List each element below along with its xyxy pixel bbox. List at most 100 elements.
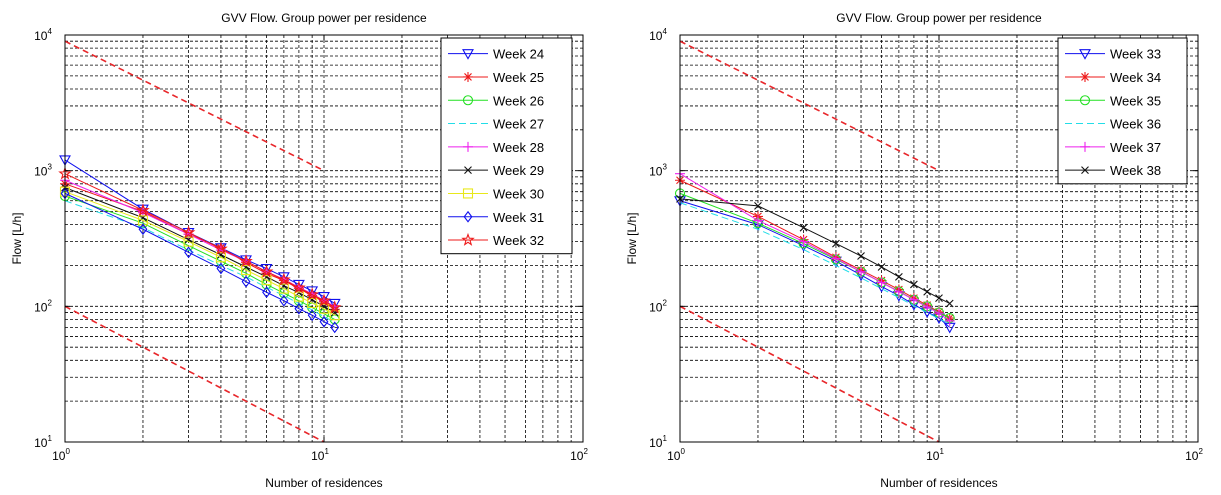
y-tick-label: 103 — [649, 163, 667, 179]
legend-entry: Week 25 — [448, 70, 544, 85]
legend-label: Week 33 — [1110, 47, 1161, 62]
data-point — [294, 302, 304, 315]
data-point — [876, 277, 887, 288]
legend-swatch-marker — [464, 166, 472, 175]
x-tick-label: 101 — [926, 447, 944, 463]
data-point — [262, 286, 271, 299]
legend-label: Week 37 — [1110, 140, 1161, 155]
y-tick-label: 103 — [34, 163, 52, 179]
legend-entry: Week 31 — [448, 210, 544, 225]
legend-label: Week 35 — [1110, 93, 1161, 108]
data-point — [894, 272, 903, 281]
legend-entry: Week 36 — [1065, 117, 1161, 132]
x-axis-label: Number of residences — [880, 476, 997, 490]
data-point — [215, 252, 226, 263]
y-tick-label: 102 — [649, 298, 667, 314]
legend-label: Week 30 — [493, 186, 544, 201]
x-tick-label: 101 — [311, 447, 329, 463]
data-point — [214, 241, 228, 255]
data-point — [293, 291, 304, 302]
legend-entry: Week 33 — [1065, 47, 1161, 62]
legend-label: Week 27 — [493, 117, 544, 132]
data-point — [259, 264, 274, 278]
series-week-27 — [64, 200, 335, 323]
legend-label: Week 29 — [493, 163, 544, 178]
legend-entry: Week 27 — [448, 117, 544, 132]
data-point — [908, 294, 919, 305]
data-point — [136, 203, 150, 217]
y-tick-label: 104 — [649, 27, 667, 43]
data-point — [328, 298, 341, 310]
x-axis-label: Number of residences — [265, 476, 382, 490]
legend-label: Week 31 — [493, 210, 544, 225]
data-point — [856, 266, 867, 277]
data-point — [307, 297, 318, 308]
data-point — [934, 308, 944, 319]
y-tick-label: 104 — [34, 27, 52, 43]
series-line — [679, 202, 950, 325]
series-line — [64, 200, 335, 323]
legend-swatch-marker — [463, 71, 473, 82]
data-point — [181, 225, 196, 239]
y-tick-label: 101 — [34, 434, 52, 450]
legend: Week 33 Week 34 Week 35 Week 36 Week 37 Week … — [1057, 37, 1188, 185]
series-line — [64, 173, 335, 308]
data-point — [799, 223, 808, 232]
x-tick-label: 100 — [52, 447, 70, 463]
data-point — [798, 236, 809, 247]
legend-label: Week 36 — [1110, 117, 1161, 132]
reference-line-2 — [679, 305, 940, 443]
legend-swatch-marker — [462, 49, 474, 60]
reference-line-2 — [64, 305, 325, 443]
data-point — [260, 263, 273, 275]
legend-label: Week 26 — [493, 93, 544, 108]
legend-label: Week 32 — [493, 233, 544, 248]
x-tick-label: 102 — [570, 447, 588, 463]
legend-label: Week 34 — [1110, 70, 1161, 85]
legend-swatch-marker — [463, 141, 473, 152]
legend-swatch-marker — [462, 95, 474, 106]
data-point — [292, 279, 305, 291]
legend-entry: Week 26 — [448, 93, 544, 108]
legend-box — [1057, 37, 1188, 185]
legend-label: Week 24 — [493, 47, 544, 62]
legend-swatch-marker — [1080, 71, 1090, 82]
legend-swatch-marker — [461, 232, 475, 246]
data-point — [319, 315, 329, 328]
data-point — [832, 239, 840, 248]
legend-swatch-marker — [1079, 49, 1091, 60]
legend-swatch-marker — [1079, 95, 1091, 106]
data-point — [830, 253, 841, 264]
legend-entry: Week 38 — [1065, 163, 1161, 178]
data-point — [241, 275, 251, 288]
data-point — [857, 252, 865, 260]
legend-label: Week 25 — [493, 70, 544, 85]
series-week-37 — [675, 168, 955, 326]
y-tick-label: 102 — [34, 298, 52, 314]
data-point — [184, 246, 194, 259]
legend-swatch-marker — [1080, 141, 1090, 152]
y-axis-label: Flow [L/h] — [625, 212, 639, 264]
series-week-31 — [60, 187, 340, 334]
legend-entry: Week 30 — [448, 186, 544, 201]
tick-marks — [679, 34, 1199, 443]
data-point — [317, 293, 331, 307]
chart-title: GVV Flow. Group power per residence — [221, 11, 427, 25]
reference-line-1 — [64, 40, 325, 172]
data-point — [278, 283, 289, 294]
legend-swatch-marker — [462, 188, 474, 199]
x-tick-label: 102 — [1185, 447, 1203, 463]
data-point — [752, 215, 763, 226]
data-point — [923, 287, 932, 296]
y-axis-label: Flow [L/h] — [10, 212, 24, 264]
data-point — [239, 254, 253, 267]
data-point — [277, 272, 291, 286]
data-point — [138, 223, 148, 236]
data-point — [910, 280, 918, 289]
series-line — [64, 192, 335, 328]
chart-title: GVV Flow. Group power per residence — [836, 11, 1042, 25]
series-week-36 — [679, 202, 950, 325]
data-point — [327, 300, 342, 314]
